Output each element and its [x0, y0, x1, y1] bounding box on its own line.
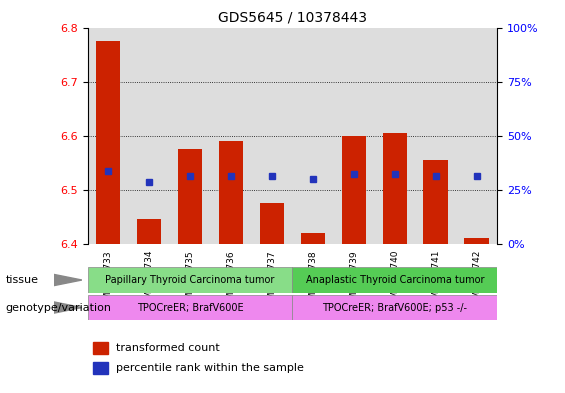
Bar	[293, 295, 497, 320]
Bar	[170, 28, 210, 244]
Bar	[293, 28, 333, 244]
Bar	[93, 362, 108, 374]
Bar	[177, 149, 202, 244]
Bar	[293, 267, 497, 293]
Bar	[251, 28, 293, 244]
Bar	[95, 41, 120, 244]
Bar	[88, 295, 293, 320]
Text: transformed count: transformed count	[116, 343, 220, 353]
Bar	[88, 28, 129, 244]
Bar	[341, 136, 366, 244]
Text: Anaplastic Thyroid Carcinoma tumor: Anaplastic Thyroid Carcinoma tumor	[306, 275, 484, 285]
Text: genotype/variation: genotype/variation	[6, 303, 112, 312]
Bar	[137, 219, 162, 244]
Text: tissue: tissue	[6, 275, 38, 285]
Bar	[333, 28, 374, 244]
Polygon shape	[54, 274, 82, 286]
Title: GDS5645 / 10378443: GDS5645 / 10378443	[218, 11, 367, 25]
Bar	[88, 267, 293, 293]
Text: TPOCreER; BrafV600E; p53 -/-: TPOCreER; BrafV600E; p53 -/-	[322, 303, 467, 312]
Polygon shape	[54, 302, 82, 313]
Text: Papillary Thyroid Carcinoma tumor: Papillary Thyroid Carcinoma tumor	[105, 275, 275, 285]
Bar	[383, 133, 407, 244]
Text: percentile rank within the sample: percentile rank within the sample	[116, 363, 305, 373]
Bar	[415, 28, 457, 244]
Bar	[129, 28, 170, 244]
Bar	[93, 342, 108, 354]
Bar	[260, 203, 284, 244]
Bar	[424, 160, 448, 244]
Bar	[457, 28, 497, 244]
Bar	[464, 238, 489, 244]
Bar	[211, 28, 251, 244]
Bar	[374, 28, 415, 244]
Bar	[219, 141, 244, 244]
Bar	[301, 233, 325, 244]
Text: TPOCreER; BrafV600E: TPOCreER; BrafV600E	[137, 303, 244, 312]
